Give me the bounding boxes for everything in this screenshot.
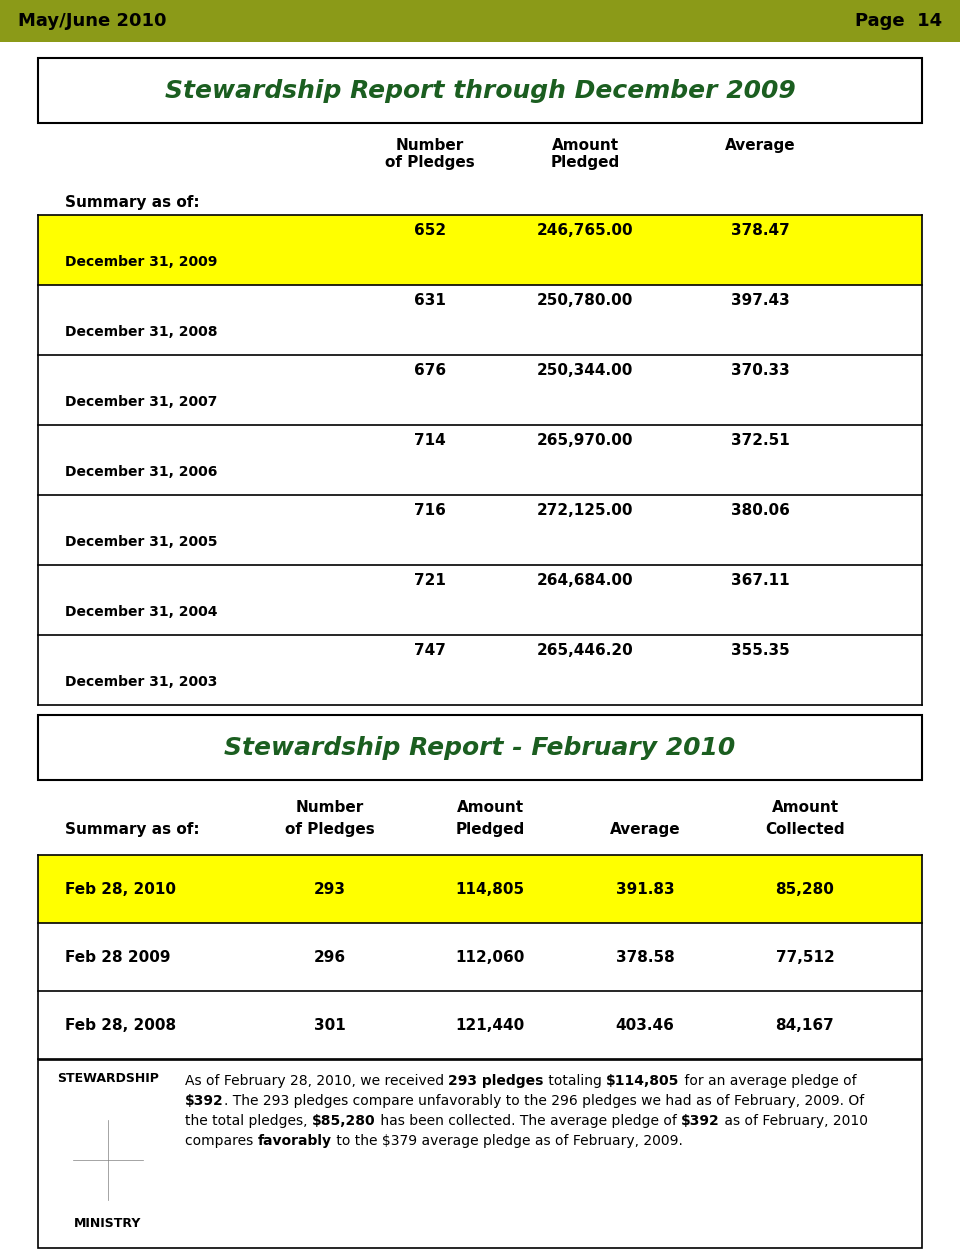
Text: $392: $392 [681,1114,719,1128]
Text: 355.35: 355.35 [731,643,789,658]
Text: Feb 28, 2010: Feb 28, 2010 [65,881,176,896]
Text: 296: 296 [314,949,346,964]
Text: 121,440: 121,440 [455,1017,524,1032]
Text: as of February, 2010: as of February, 2010 [719,1114,868,1128]
Text: May/June 2010: May/June 2010 [18,13,166,30]
Text: the total pledges,: the total pledges, [185,1114,312,1128]
Text: 714: 714 [414,433,445,448]
Text: December 31, 2008: December 31, 2008 [65,325,218,339]
Text: Number: Number [296,799,364,815]
Bar [38,58,922,123]
Bar [38,215,922,285]
Text: 372.51: 372.51 [731,433,789,448]
Text: to the $379 average pledge as of February, 2009.: to the $379 average pledge as of Februar… [331,1134,683,1148]
Text: December 31, 2006: December 31, 2006 [65,465,217,478]
Text: 114,805: 114,805 [455,881,524,896]
Text: Feb 28 2009: Feb 28 2009 [65,949,171,964]
Text: $114,805: $114,805 [606,1074,680,1088]
Text: Amount: Amount [456,799,523,815]
Text: 747: 747 [414,643,446,658]
Text: STEWARDSHIP: STEWARDSHIP [57,1071,159,1085]
Text: . The 293 pledges compare unfavorably to the 296 pledges we had as of February, : . The 293 pledges compare unfavorably to… [224,1094,864,1108]
Text: $392: $392 [185,1094,224,1108]
Text: Number
of Pledges: Number of Pledges [385,138,475,170]
Text: 246,765.00: 246,765.00 [537,223,634,238]
Text: 380.06: 380.06 [731,504,789,517]
Text: 250,780.00: 250,780.00 [537,293,634,308]
Text: 293 pledges: 293 pledges [448,1074,544,1088]
Text: 85,280: 85,280 [776,881,834,896]
Text: 716: 716 [414,504,446,517]
Text: 265,446.20: 265,446.20 [537,643,634,658]
Text: 378.47: 378.47 [731,223,789,238]
Text: of Pledges: of Pledges [285,822,374,837]
Text: 265,970.00: 265,970.00 [537,433,634,448]
Text: 264,684.00: 264,684.00 [537,573,634,588]
Text: Feb 28, 2008: Feb 28, 2008 [65,1017,176,1032]
Text: 250,344.00: 250,344.00 [537,363,634,378]
Text: favorably: favorably [257,1134,331,1148]
Text: Average: Average [610,822,681,837]
Bar [0,0,960,42]
Text: Pledged: Pledged [455,822,524,837]
Text: 676: 676 [414,363,446,378]
Text: 272,125.00: 272,125.00 [537,504,634,517]
Bar [38,855,922,923]
Text: Page  14: Page 14 [854,13,942,30]
Text: Average: Average [725,138,795,154]
Text: $85,280: $85,280 [312,1114,375,1128]
Text: 397.43: 397.43 [731,293,789,308]
Text: MINISTRY: MINISTRY [74,1217,142,1230]
Text: 84,167: 84,167 [776,1017,834,1032]
Text: 301: 301 [314,1017,346,1032]
Text: 293: 293 [314,881,346,896]
Text: 370.33: 370.33 [731,363,789,378]
Text: 112,060: 112,060 [455,949,525,964]
Text: 403.46: 403.46 [615,1017,675,1032]
Text: Stewardship Report - February 2010: Stewardship Report - February 2010 [225,735,735,759]
Text: has been collected. The average pledge of: has been collected. The average pledge o… [375,1114,681,1128]
Bar [38,1060,922,1248]
Text: 631: 631 [414,293,446,308]
Text: Stewardship Report through December 2009: Stewardship Report through December 2009 [164,78,796,102]
Text: December 31, 2005: December 31, 2005 [65,535,218,549]
Bar [38,715,922,781]
Text: compares: compares [185,1134,257,1148]
Text: December 31, 2009: December 31, 2009 [65,256,217,269]
Text: 652: 652 [414,223,446,238]
Text: totaling: totaling [544,1074,606,1088]
Text: December 31, 2007: December 31, 2007 [65,395,217,409]
Text: 77,512: 77,512 [776,949,834,964]
Text: Collected: Collected [765,822,845,837]
Text: December 31, 2003: December 31, 2003 [65,675,217,689]
Text: Summary as of:: Summary as of: [65,822,200,837]
Text: for an average pledge of: for an average pledge of [680,1074,856,1088]
Text: December 31, 2004: December 31, 2004 [65,606,218,619]
Text: 378.58: 378.58 [615,949,674,964]
Text: As of February 28, 2010, we received: As of February 28, 2010, we received [185,1074,448,1088]
Text: Amount
Pledged: Amount Pledged [550,138,619,170]
Text: 367.11: 367.11 [731,573,789,588]
Text: Amount: Amount [772,799,839,815]
Text: 721: 721 [414,573,446,588]
Text: Summary as of:: Summary as of: [65,195,200,210]
Text: 391.83: 391.83 [615,881,674,896]
